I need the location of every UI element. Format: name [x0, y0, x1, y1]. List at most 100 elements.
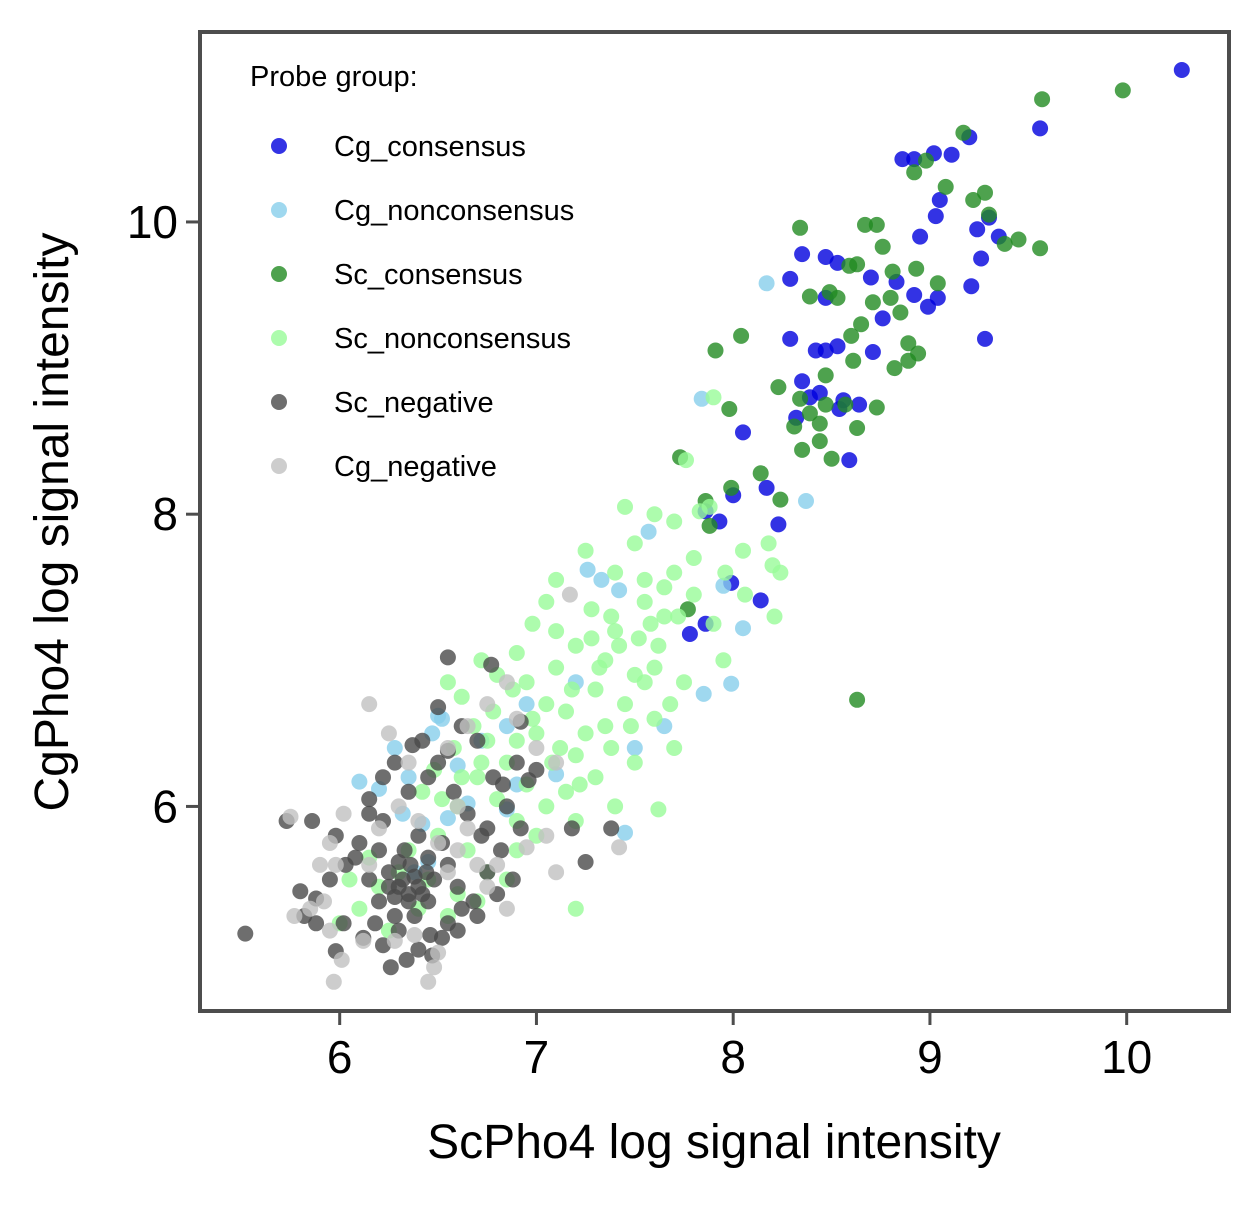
data-point — [390, 798, 407, 815]
data-point — [646, 506, 663, 523]
data-point — [512, 820, 529, 837]
data-point — [518, 696, 535, 713]
data-point — [617, 498, 633, 515]
data-point — [430, 835, 447, 851]
data-point — [894, 151, 911, 168]
data-point — [868, 399, 885, 416]
data-point — [583, 601, 600, 618]
data-point — [851, 396, 868, 413]
data-point — [449, 878, 466, 895]
data-point — [963, 278, 980, 295]
data-point — [400, 886, 417, 903]
data-point — [312, 856, 328, 873]
data-point — [504, 871, 521, 888]
x-axis-title: ScPho4 log signal intensity — [427, 1116, 1001, 1169]
data-point — [701, 517, 718, 534]
data-point — [528, 740, 545, 756]
data-point — [420, 769, 437, 786]
data-point — [292, 883, 309, 900]
data-point — [811, 415, 828, 432]
data-point — [459, 718, 476, 735]
data-point — [587, 769, 604, 786]
data-point — [404, 737, 421, 754]
data-point — [882, 289, 899, 306]
data-point — [479, 820, 496, 837]
data-point — [400, 783, 417, 800]
data-point — [371, 820, 387, 837]
data-point — [927, 208, 944, 225]
data-point — [794, 373, 811, 390]
data-point — [479, 696, 496, 713]
data-point — [929, 289, 946, 306]
data-point — [371, 842, 387, 859]
data-point — [770, 379, 787, 396]
data-point — [386, 740, 403, 756]
legend-label: Sc_negative — [334, 387, 494, 419]
data-point — [715, 577, 732, 594]
data-point — [518, 674, 535, 691]
data-point — [843, 327, 860, 344]
data-point — [237, 925, 254, 942]
data-point — [705, 389, 722, 406]
data-point — [561, 586, 578, 603]
data-point — [469, 856, 486, 873]
data-point — [611, 839, 628, 856]
data-point — [626, 754, 643, 771]
data-point — [335, 915, 352, 932]
data-point — [707, 342, 724, 359]
data-point — [758, 479, 775, 496]
y-tick-label: 6 — [152, 780, 178, 832]
data-point — [439, 864, 456, 881]
data-point — [483, 656, 500, 673]
data-point — [977, 184, 993, 201]
data-point — [611, 582, 628, 599]
data-point — [823, 450, 840, 467]
data-point — [801, 288, 818, 305]
data-point — [630, 630, 647, 647]
data-point — [617, 696, 633, 713]
data-point — [646, 710, 663, 727]
data-point — [607, 623, 624, 640]
data-point — [430, 754, 447, 771]
data-point — [650, 801, 667, 818]
data-point — [579, 561, 596, 578]
data-point — [685, 550, 702, 566]
data-point — [282, 808, 299, 825]
data-point — [782, 330, 799, 347]
data-point — [735, 542, 751, 559]
data-point — [1173, 62, 1190, 78]
data-point — [817, 342, 834, 359]
data-point — [764, 557, 781, 574]
data-point — [563, 820, 580, 837]
data-point — [498, 798, 515, 815]
data-point — [845, 352, 862, 369]
data-point — [321, 922, 338, 939]
data-point — [361, 791, 378, 808]
data-point — [430, 944, 447, 961]
data-point — [355, 932, 372, 949]
data-point — [375, 769, 391, 786]
legend-label: Sc_consensus — [334, 259, 523, 291]
data-point — [607, 564, 624, 581]
data-point — [591, 659, 608, 676]
data-point — [410, 941, 427, 958]
data-point — [817, 367, 834, 384]
data-point — [465, 893, 482, 910]
data-point — [567, 900, 584, 917]
legend-label: Sc_nonconsensus — [334, 323, 571, 355]
legend-marker — [271, 394, 287, 410]
data-point — [386, 754, 403, 771]
data-point — [449, 922, 466, 939]
data-point — [862, 269, 879, 286]
data-point — [571, 776, 588, 793]
data-point — [538, 798, 555, 815]
data-point — [666, 740, 683, 756]
data-point — [792, 390, 809, 407]
data-point — [367, 915, 384, 932]
data-point — [390, 854, 407, 870]
data-point — [304, 813, 321, 829]
x-tick-label: 7 — [524, 1031, 550, 1083]
data-point — [900, 335, 917, 352]
data-point — [811, 433, 828, 450]
